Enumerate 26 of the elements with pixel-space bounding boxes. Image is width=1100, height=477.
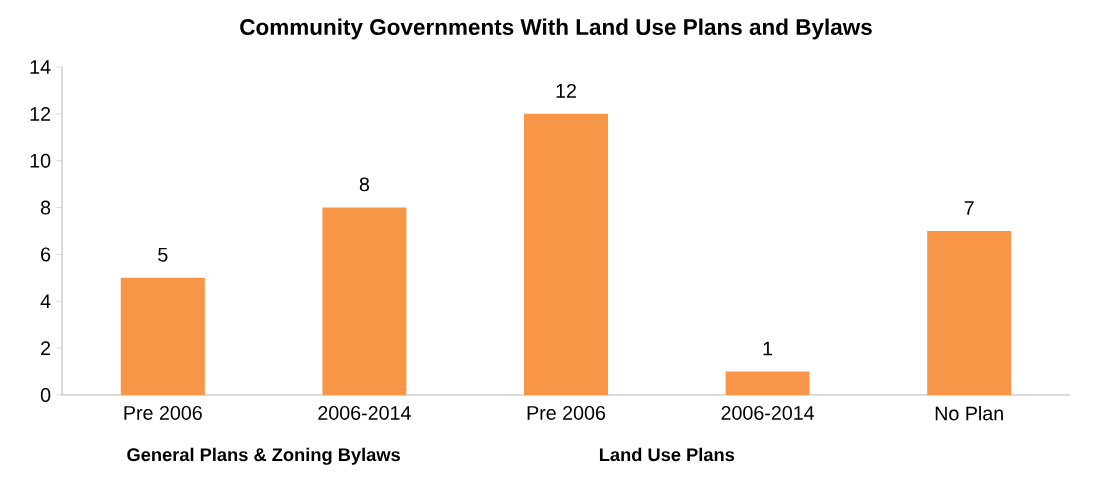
data-label: 7 [964,201,974,215]
y-tick-label: 14 [30,60,51,74]
y-tick-label: 4 [40,294,51,309]
bar [725,371,810,395]
x-tick-label: Pre 2006 [527,405,606,420]
bar [524,113,608,395]
x-tick-label: Pre 2006 [124,405,202,420]
bar [120,277,205,395]
text: Land Use Plans [599,447,735,462]
text: General Plans & Zoning Bylaws [127,447,400,465]
y-tick-label: 2 [41,341,51,355]
y-tick-label: 6 [41,247,51,262]
data-label: 12 [556,83,576,98]
y-tick-label: 0 [40,388,51,402]
x-tick-label: 2006-2014 [721,405,815,420]
x-tick-label: No Plan [935,405,1003,421]
bar [927,230,1012,395]
data-label: 5 [158,247,168,262]
y-tick-label: 10 [30,153,51,168]
y-tick-label: 8 [40,200,51,215]
bar [322,207,407,395]
data-label: 1 [763,341,773,356]
data-label: 8 [359,177,370,192]
chart-title: Community Governments With Land Use Plans and Bylaws [240,18,872,40]
y-tick-label: 12 [30,106,51,121]
x-tick-label: 2006-2014 [318,405,411,420]
